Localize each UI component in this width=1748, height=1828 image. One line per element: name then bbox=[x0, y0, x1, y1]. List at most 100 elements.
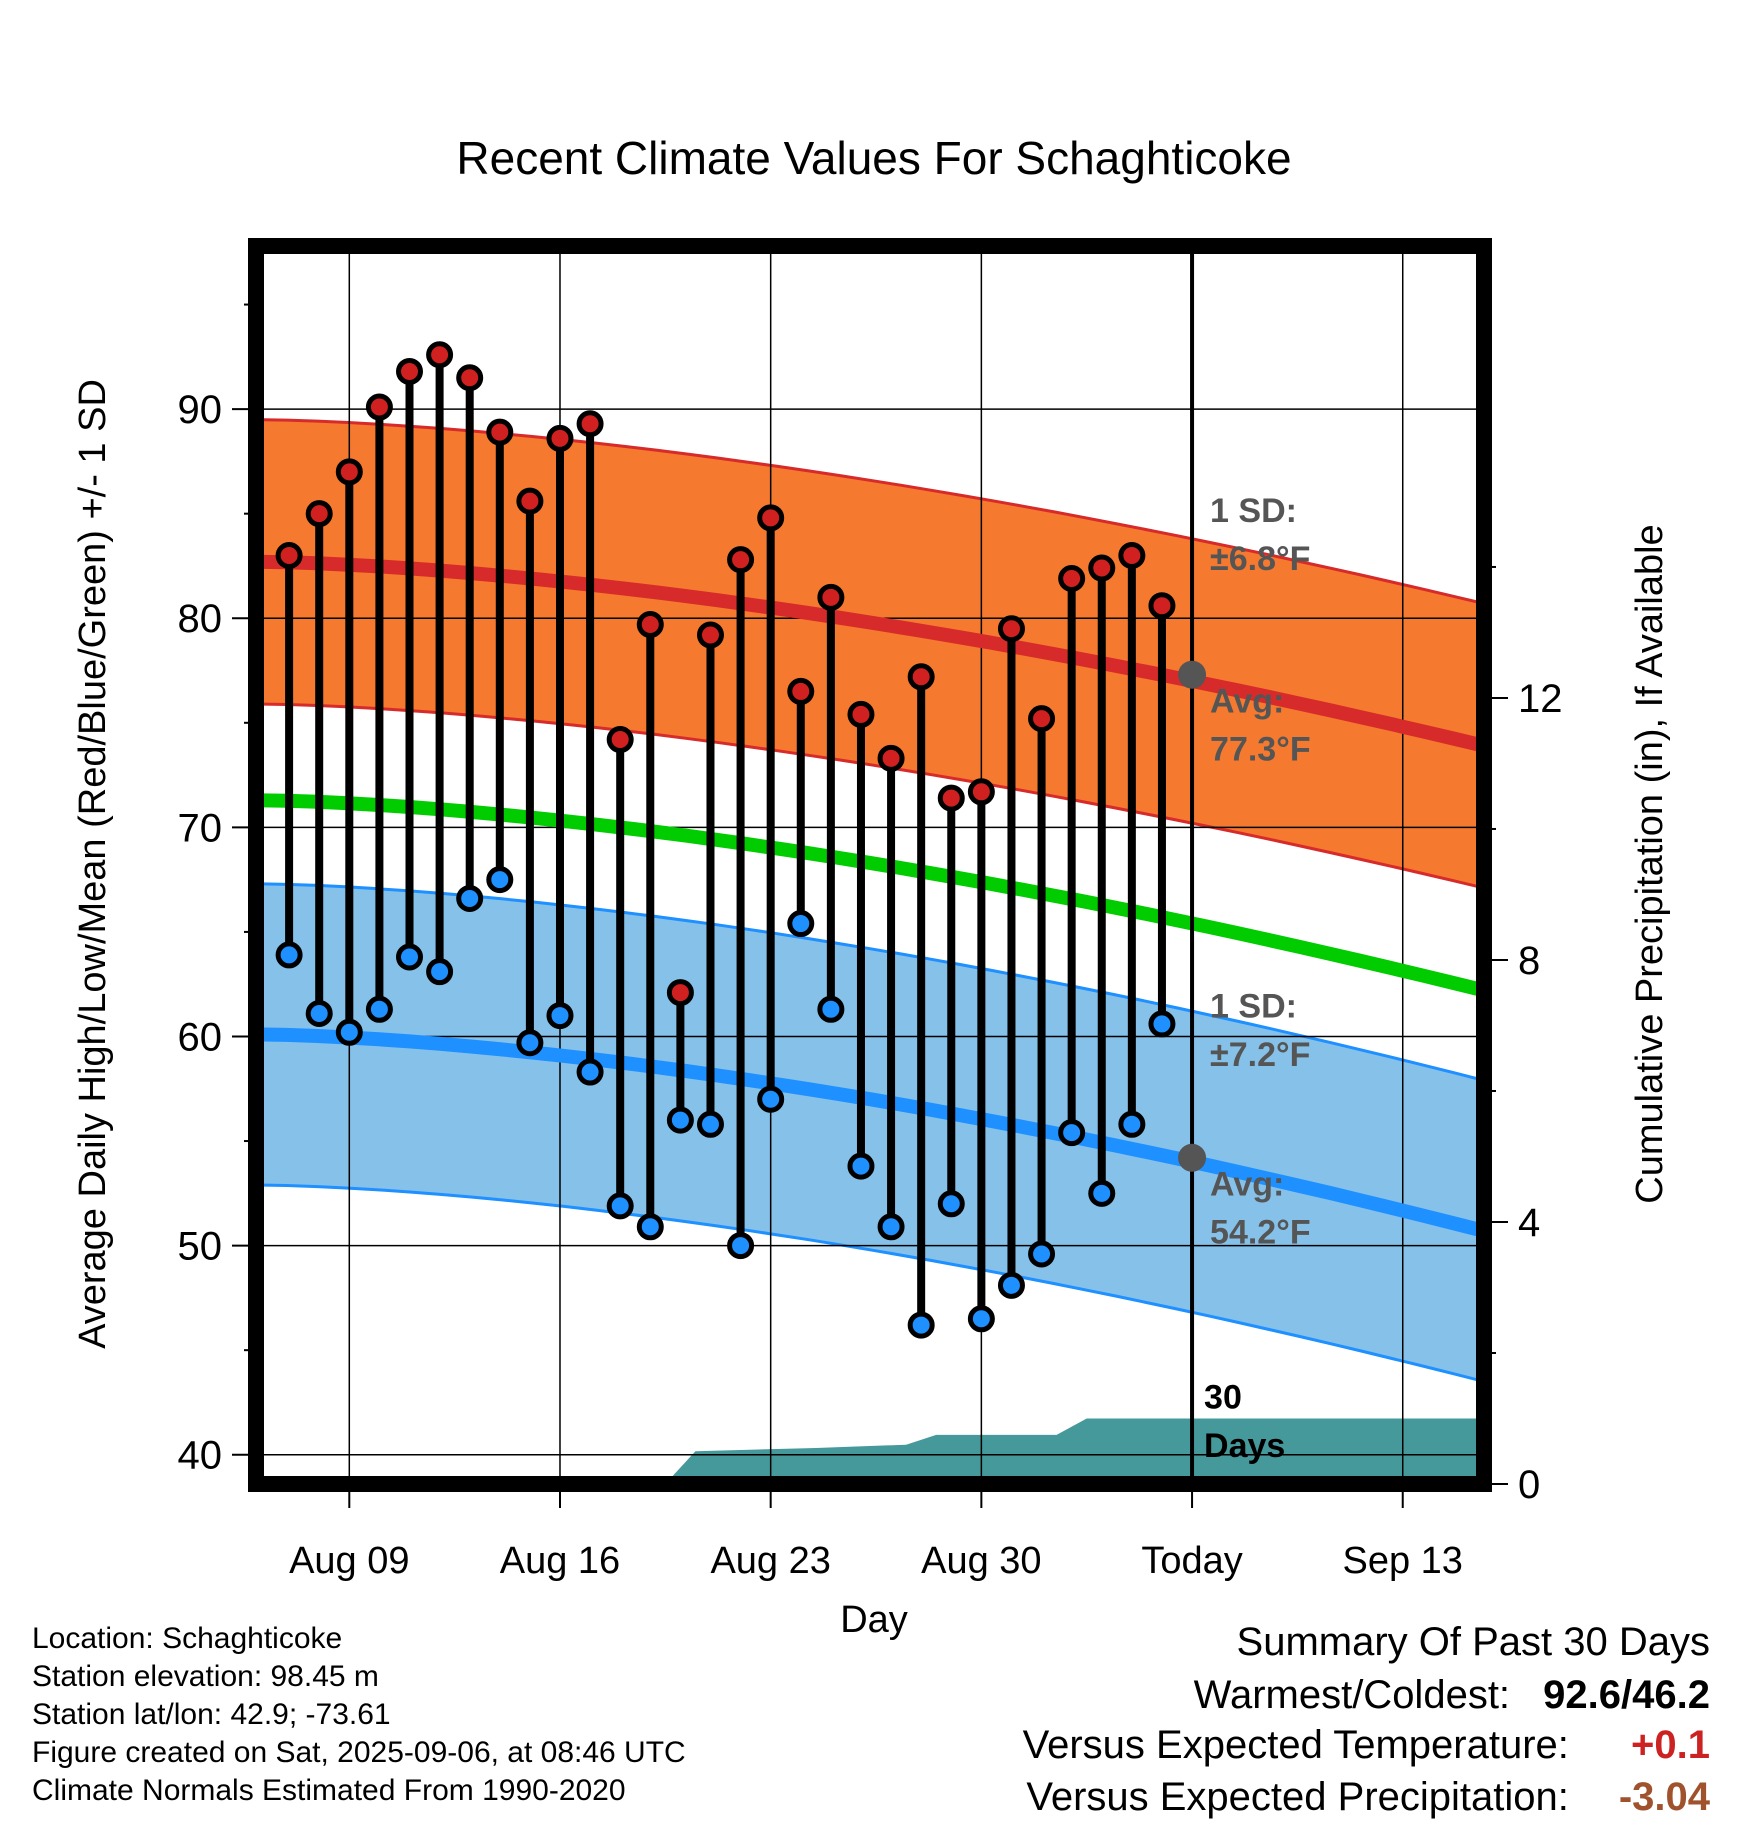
daily-low-point bbox=[1058, 1119, 1086, 1147]
latlon-text: Station lat/lon: 42.9; -73.61 bbox=[32, 1698, 391, 1731]
daily-high-point bbox=[335, 458, 363, 486]
y-tick-label: 50 bbox=[178, 1225, 223, 1269]
y-tick-label: 80 bbox=[178, 597, 223, 641]
station-info: Location: Schaghticoke Station elevation… bbox=[32, 1620, 686, 1810]
plot-area: 1 SD: ±6.8°F Avg: 77.3°F 1 SD: ±7.2°F Avg: 54.2… bbox=[178, 238, 1563, 1582]
low-normal-line bbox=[256, 1027, 1484, 1238]
y2-axis-label: Cumulative Precipitation (in), If Availa… bbox=[1629, 524, 1671, 1203]
elevation-text: Station elevation: 98.45 m bbox=[32, 1660, 379, 1693]
daily-high-point bbox=[636, 611, 664, 639]
daily-high-point bbox=[606, 726, 634, 754]
daily-low-point bbox=[396, 943, 423, 971]
daily-high-point bbox=[516, 487, 544, 515]
annotation-low-avg-line1: Avg: bbox=[1210, 1165, 1284, 1203]
y2-tick-label: 4 bbox=[1518, 1201, 1540, 1245]
summary-precipitation: Versus Expected Precipitation: -3.04 bbox=[1026, 1775, 1710, 1820]
chart-title: Recent Climate Values For Schaghticoke bbox=[456, 132, 1291, 184]
annotation-high-sd-line1: 1 SD: bbox=[1210, 492, 1297, 530]
daily-low-point bbox=[787, 910, 815, 938]
daily-low-point bbox=[275, 941, 303, 969]
daily-low-point bbox=[1118, 1110, 1146, 1138]
daily-high-point bbox=[967, 778, 995, 806]
warmest-coldest-label: Warmest/Coldest: bbox=[1193, 1673, 1511, 1717]
y2-tick-label: 0 bbox=[1518, 1463, 1540, 1507]
location-text: Location: Schaghticoke bbox=[32, 1622, 343, 1655]
created-text: Figure created on Sat, 2025-09-06, at 08… bbox=[32, 1736, 686, 1769]
daily-low-point bbox=[426, 958, 454, 986]
daily-high-point bbox=[1118, 542, 1146, 569]
daily-low-point bbox=[877, 1213, 905, 1241]
daily-high-point bbox=[907, 663, 935, 691]
daily-low-point bbox=[817, 995, 845, 1023]
daily-high-point bbox=[787, 677, 815, 705]
daily-high-point bbox=[847, 700, 875, 728]
daily-high-point bbox=[817, 583, 845, 611]
daily-high-point bbox=[997, 615, 1025, 643]
daily-high-point bbox=[877, 744, 905, 772]
x-tick-label: Today bbox=[1141, 1540, 1242, 1582]
x-tick-label: Sep 13 bbox=[1343, 1540, 1463, 1582]
y-tick-label: 90 bbox=[178, 388, 223, 432]
daily-low-point bbox=[997, 1271, 1025, 1299]
summary-temperature: Versus Expected Temperature: +0.1 bbox=[1023, 1723, 1710, 1768]
daily-low-point bbox=[937, 1190, 965, 1218]
daily-high-point bbox=[727, 546, 755, 574]
daily-high-point bbox=[275, 542, 303, 569]
y-tick-label: 40 bbox=[178, 1434, 223, 1478]
daily-high-point bbox=[937, 784, 965, 812]
summary-title: Summary Of Past 30 Days bbox=[1236, 1620, 1710, 1664]
daily-low-point bbox=[1148, 1010, 1176, 1038]
annotation-high-sd-line2: ±6.8°F bbox=[1210, 540, 1310, 578]
daily-high-point bbox=[696, 621, 724, 649]
today-high-avg-point bbox=[1178, 660, 1207, 689]
precip-label: Versus Expected Precipitation: bbox=[1026, 1775, 1569, 1819]
daily-high-point bbox=[1148, 592, 1176, 620]
daily-low-point bbox=[727, 1232, 755, 1260]
days-label-text: Days bbox=[1204, 1427, 1285, 1465]
precipitation-area bbox=[665, 1418, 1484, 1484]
daily-high-point bbox=[365, 393, 393, 421]
y2-tick-label: 8 bbox=[1518, 939, 1540, 983]
x-tick-label: Aug 16 bbox=[500, 1540, 620, 1582]
daily-low-point bbox=[365, 995, 393, 1023]
high-normal-line bbox=[256, 554, 1484, 753]
y-axis-label: Average Daily High/Low/Mean (Red/Blue/Gr… bbox=[72, 379, 114, 1349]
daily-high-point bbox=[1058, 565, 1086, 593]
daily-low-point bbox=[666, 1106, 694, 1134]
daily-low-point bbox=[486, 866, 514, 894]
daily-high-point bbox=[666, 979, 694, 1007]
x-axis-label: Day bbox=[840, 1599, 908, 1641]
temp-label: Versus Expected Temperature: bbox=[1022, 1723, 1569, 1767]
daily-low-point bbox=[696, 1110, 724, 1138]
daily-low-point bbox=[1028, 1240, 1056, 1268]
precip-value: -3.04 bbox=[1618, 1775, 1710, 1819]
daily-low-point bbox=[335, 1018, 363, 1046]
daily-high-point bbox=[1028, 705, 1056, 733]
temp-value: +0.1 bbox=[1631, 1723, 1710, 1767]
annotation-low-avg-line2: 54.2°F bbox=[1210, 1214, 1311, 1252]
annotation-high-avg-line1: Avg: bbox=[1210, 682, 1284, 720]
daily-low-point bbox=[576, 1058, 604, 1086]
daily-high-point bbox=[1088, 554, 1116, 582]
plot-inner bbox=[256, 246, 1484, 1484]
summary-warmest-coldest: Warmest/Coldest: 92.6/46.2 bbox=[1194, 1673, 1710, 1718]
warmest-coldest-value: 92.6/46.2 bbox=[1543, 1673, 1710, 1717]
annotation-low-sd-line2: ±7.2°F bbox=[1210, 1036, 1310, 1074]
y-tick-label: 70 bbox=[178, 806, 223, 850]
mean-normal-line bbox=[256, 793, 1484, 998]
daily-low-point bbox=[606, 1192, 634, 1220]
daily-low-point bbox=[546, 1002, 574, 1030]
daily-low-point bbox=[1088, 1179, 1116, 1207]
y2-tick-label: 12 bbox=[1518, 677, 1563, 721]
daily-low-point bbox=[516, 1029, 544, 1057]
daily-low-point bbox=[636, 1213, 664, 1241]
annotation-low-sd-line1: 1 SD: bbox=[1210, 988, 1297, 1026]
y-tick-label: 60 bbox=[178, 1015, 223, 1059]
daily-high-point bbox=[426, 341, 454, 369]
daily-low-point bbox=[757, 1085, 785, 1113]
annotation-high-avg-line2: 77.3°F bbox=[1210, 730, 1311, 768]
normals-text: Climate Normals Estimated From 1990-2020 bbox=[32, 1774, 626, 1807]
daily-high-point bbox=[456, 364, 484, 392]
days-label-number: 30 bbox=[1204, 1379, 1242, 1417]
